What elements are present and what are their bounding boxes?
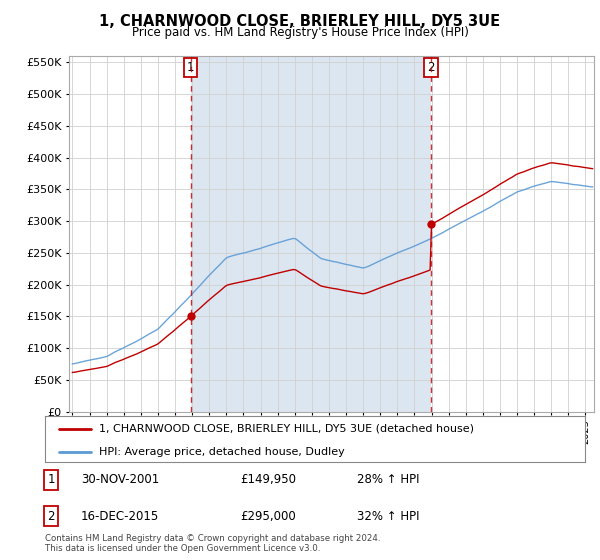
Text: 1, CHARNWOOD CLOSE, BRIERLEY HILL, DY5 3UE (detached house): 1, CHARNWOOD CLOSE, BRIERLEY HILL, DY5 3… [99,424,474,434]
Text: Contains HM Land Registry data © Crown copyright and database right 2024.: Contains HM Land Registry data © Crown c… [45,534,380,543]
Text: Price paid vs. HM Land Registry's House Price Index (HPI): Price paid vs. HM Land Registry's House … [131,26,469,39]
Text: HPI: Average price, detached house, Dudley: HPI: Average price, detached house, Dudl… [99,447,345,457]
Text: 2: 2 [47,510,55,522]
Text: £295,000: £295,000 [240,510,296,522]
Text: 16-DEC-2015: 16-DEC-2015 [81,510,159,522]
Text: 32% ↑ HPI: 32% ↑ HPI [357,510,419,522]
Text: £149,950: £149,950 [240,473,296,486]
Text: 1: 1 [47,473,55,486]
Text: 28% ↑ HPI: 28% ↑ HPI [357,473,419,486]
Text: 30-NOV-2001: 30-NOV-2001 [81,473,159,486]
Text: 1: 1 [187,62,194,74]
Text: 2: 2 [427,62,434,74]
Text: 1, CHARNWOOD CLOSE, BRIERLEY HILL, DY5 3UE: 1, CHARNWOOD CLOSE, BRIERLEY HILL, DY5 3… [100,14,500,29]
Bar [191,56,431,412]
Text: This data is licensed under the Open Government Licence v3.0.: This data is licensed under the Open Gov… [45,544,320,553]
